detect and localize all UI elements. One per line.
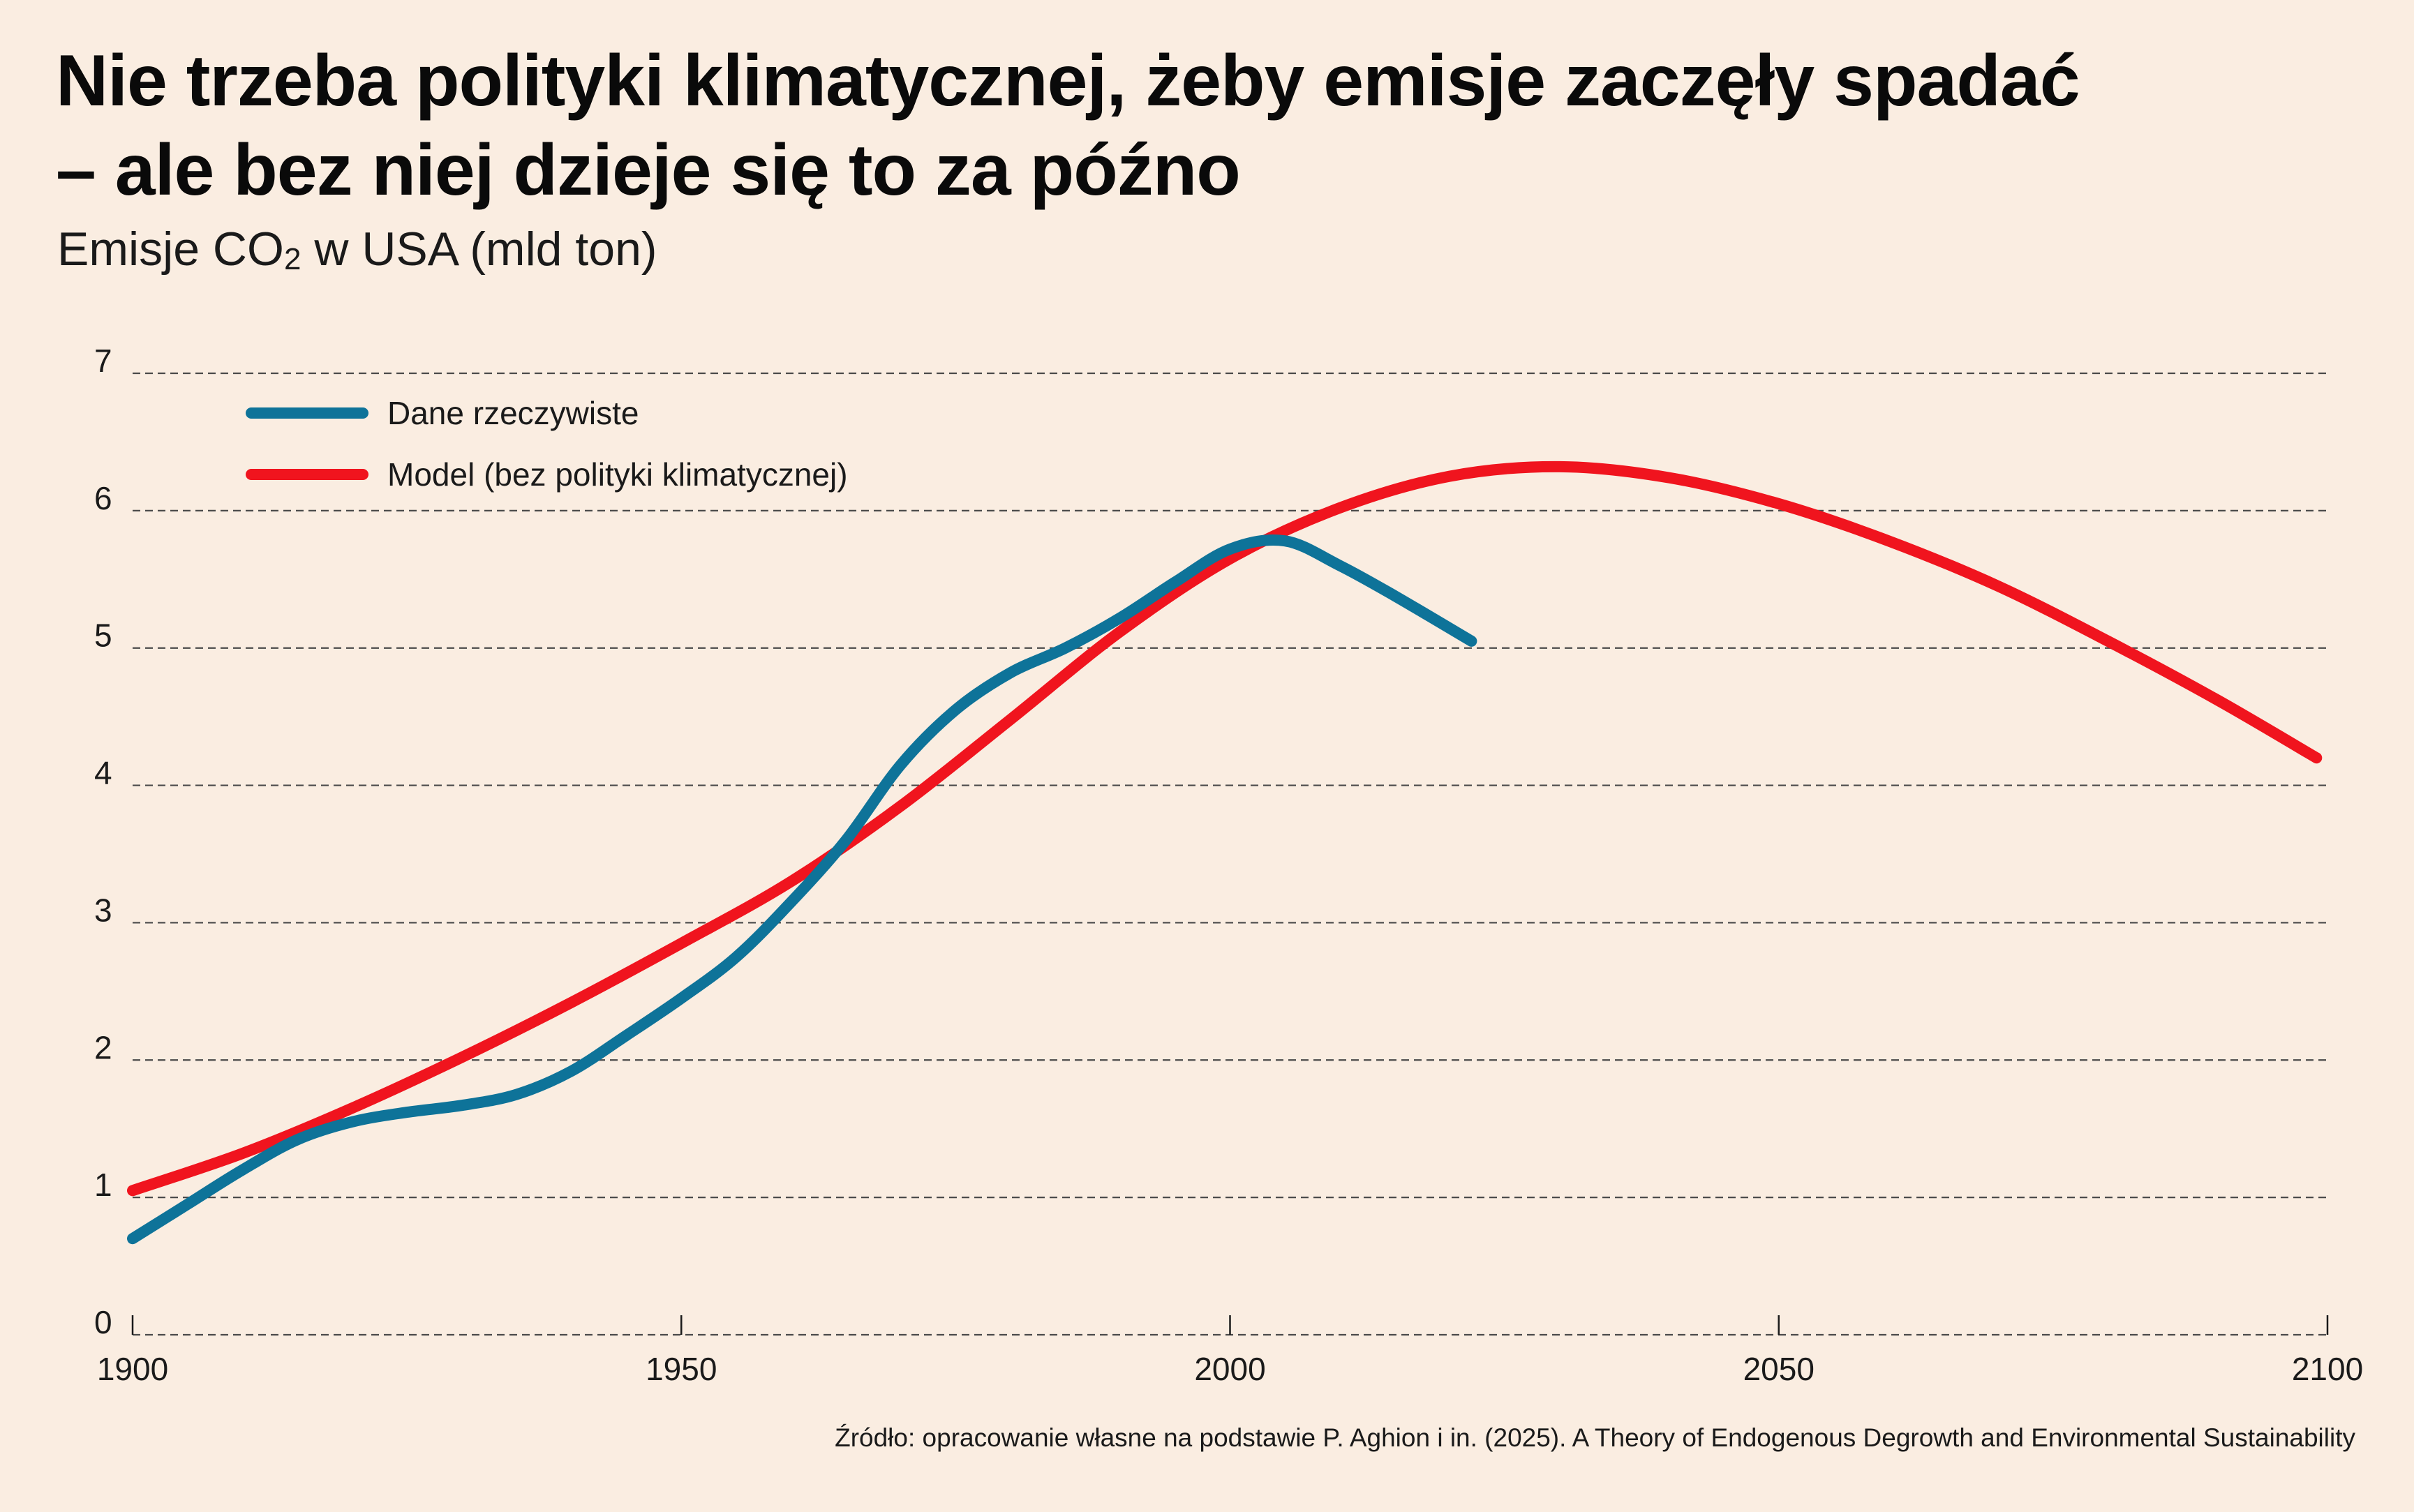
legend-label-model: Model (bez polityki klimatycznej) [387,456,848,493]
y-tick-label-0: 0 [94,1304,112,1340]
chart-subtitle: Emisje CO2 w USA (mld ton) [57,222,657,277]
legend-label-actual: Dane rzeczywiste [387,395,639,431]
y-tick-label-2: 2 [94,1029,112,1065]
x-tick-label-1900: 1900 [97,1351,168,1387]
y-tick-label-6: 6 [94,480,112,516]
y-tick-label-7: 7 [94,343,112,379]
x-tick-label-2100: 2100 [2292,1351,2363,1387]
x-tick-label-2050: 2050 [1743,1351,1815,1387]
chart-title-line-2: – ale bez niej dzieje się to za późno [56,130,1241,211]
x-tick-label-2000: 2000 [1194,1351,1265,1387]
y-tick-label-3: 3 [94,892,112,928]
series-line-model [127,461,2323,1197]
subtitle-subscript: 2 [283,242,301,276]
y-tick-label-1: 1 [94,1167,112,1203]
chart-title: Nie trzeba polityki klimatycznej, żeby e… [56,36,2359,215]
series-line-actual [127,534,1477,1245]
x-tick-label-1950: 1950 [646,1351,717,1387]
subtitle-text-rest: w USA (mld ton) [301,223,657,276]
subtitle-text: Emisje CO [57,223,284,276]
y-tick-label-5: 5 [94,617,112,654]
chart-title-line-1: Nie trzeba polityki klimatycznej, żeby e… [56,40,2080,121]
source-note: Źródło: opracowanie własne na podstawie … [835,1423,2355,1452]
y-tick-label-4: 4 [94,755,112,791]
